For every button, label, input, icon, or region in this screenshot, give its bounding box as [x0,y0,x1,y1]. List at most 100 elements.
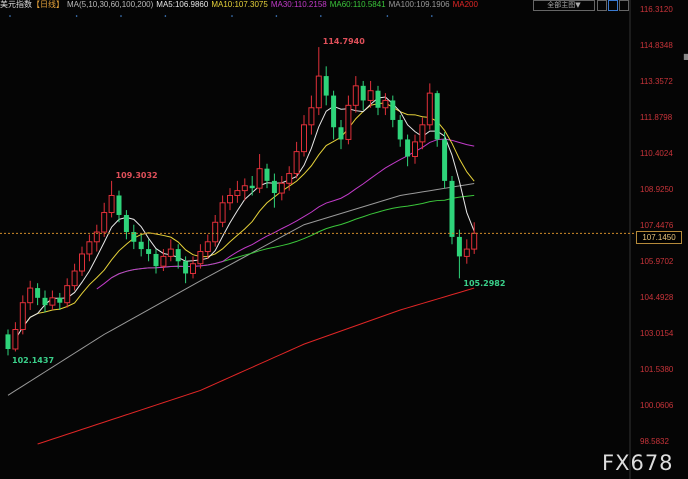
candle-body [308,107,315,126]
ma100-value: MA100:109.1906 [388,0,450,9]
candle-body [197,251,204,265]
candle-body [301,124,307,153]
candle-body [286,173,293,184]
candle-body [49,297,56,306]
y-tick-label: 107.4476 [640,221,674,230]
candle-body [375,90,381,108]
candle-body [123,214,129,233]
ma60-value: MA60:110.5841 [329,0,386,9]
candle-body [35,288,41,298]
candle-body [183,261,189,274]
candle-body [434,93,440,140]
candle-body [19,302,26,331]
candle-body [471,232,478,250]
candle-body [42,297,48,306]
toolbar-icon-1[interactable] [597,0,607,11]
toolbar-icon-3[interactable] [619,0,629,11]
candle-body [256,168,263,189]
event-marker [386,15,389,17]
candle-body [271,180,277,194]
event-marker [9,15,11,17]
watermark: FX678 [602,451,674,475]
candle-body [345,104,352,140]
candle-body [241,185,248,192]
ma30-line [96,138,475,290]
symbol-title: 美元指数 [0,0,32,9]
candle-body [278,182,285,194]
low-annotation: 105.2982 [463,279,506,289]
candle-body [352,85,359,106]
chart-header: 美元指数 【日线】 MA(5,10,30,60,100,200) MA5:106… [0,0,478,11]
candle-body [64,285,71,304]
candle-body [153,253,159,267]
candle-body [449,180,455,237]
y-tick-label: 114.8348 [640,41,673,50]
event-marker [75,15,78,17]
candle-body [442,139,448,181]
candle-body [27,287,34,304]
candle-body [338,127,344,140]
candle-body [331,95,337,128]
candle-body [382,99,389,109]
candle-body [5,334,11,349]
candle-body [146,249,152,254]
y-tick-label: 103.0154 [640,329,674,338]
main-chart-dropdown[interactable]: 全部主图▼ [533,0,595,11]
candle-body [412,141,418,157]
high-annotation: 114.7940 [322,36,365,46]
candle-body [190,263,196,274]
candle-body [249,185,255,189]
candle-body [315,75,322,109]
ma5-value: MA5:106.9860 [156,0,209,9]
candle-body [367,90,374,101]
event-marker [431,15,433,17]
candle-body [264,168,270,181]
period-label[interactable]: 【日线】 [32,0,64,9]
candle-body [293,151,300,175]
high-annotation: 109.3032 [115,170,158,180]
candle-body [227,194,233,204]
candle-body [138,241,144,250]
y-tick-label: 100.0606 [640,401,674,410]
ma10-value: MA10:107.3075 [211,0,268,9]
toolbar-icon-2[interactable] [608,0,618,11]
ma30-value: MA30:110.2158 [270,0,327,9]
ma200-line [37,287,475,445]
candle-body [204,241,211,253]
ma-params[interactable]: MA(5,10,30,60,100,200) [67,0,154,9]
y-tick-label: 110.4024 [640,149,673,158]
candle-body [390,100,396,120]
event-marker [164,15,167,17]
y-tick-label: 98.5832 [640,437,669,446]
candle-body [108,194,115,214]
y-tick-label: 104.4928 [640,293,674,302]
ma5-line [14,96,475,340]
candle-body [419,124,426,143]
candle-body [323,76,329,96]
candle-body [456,236,462,257]
candle-body [397,119,403,140]
candle-body [167,248,174,257]
ma100-line [7,183,475,396]
candle-body [86,241,93,255]
candle-body [219,202,226,223]
candle-body [160,255,167,267]
candle-body [101,212,108,233]
candle-body [360,85,366,101]
ma10-line [22,102,475,328]
last-price-label: 107.1450 [636,231,682,245]
candle-body [212,221,219,243]
candle-body [57,297,63,303]
candle-body [131,232,137,242]
side-panel-tab[interactable]: ■ [683,52,688,61]
event-marker [120,15,122,17]
candle-body [116,195,122,215]
ma200-value: MA200 [452,0,478,9]
y-tick-label: 116.3120 [640,5,673,14]
candle-body [405,139,411,157]
event-marker [320,15,322,17]
y-tick-label: 108.9250 [640,185,674,194]
candle-body [93,231,100,243]
